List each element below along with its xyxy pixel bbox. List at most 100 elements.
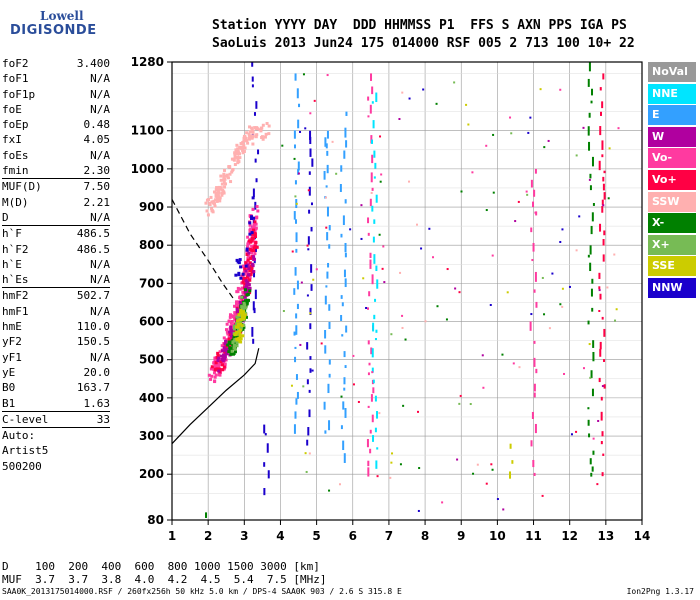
echo-streak-mark	[590, 225, 593, 235]
echo-streak-mark	[328, 225, 331, 231]
echo-point	[251, 135, 255, 139]
echo-point	[227, 319, 231, 323]
noise-point	[458, 402, 461, 405]
legend-item-nne: NNE	[648, 83, 696, 104]
echo-point	[232, 315, 236, 319]
noise-point	[460, 190, 463, 193]
echo-point	[246, 141, 250, 145]
echo-streak-mark	[341, 334, 344, 337]
echo-streak-mark	[369, 259, 372, 269]
echo-streak-mark	[344, 252, 347, 258]
echo-point	[205, 209, 209, 213]
echo-streak-mark	[369, 448, 372, 454]
echo-point	[239, 142, 243, 146]
echo-point	[242, 139, 246, 143]
y-tick-label: 200	[139, 467, 164, 481]
noise-point	[614, 319, 617, 322]
echo-streak-mark	[601, 206, 604, 213]
echo-point	[239, 311, 243, 315]
echo-point	[237, 307, 241, 311]
noise-point	[291, 250, 294, 253]
noise-point	[606, 286, 609, 289]
echo-point	[216, 196, 220, 200]
echo-point	[221, 188, 225, 192]
echo-streak-mark	[326, 164, 329, 174]
echo-streak-mark	[324, 295, 327, 305]
echo-point	[233, 163, 237, 167]
echo-point	[248, 130, 252, 134]
noise-point	[492, 191, 495, 194]
echo-streak-mark	[296, 391, 299, 399]
distance-row: D 100 200 400 600 800 1000 1500 3000 [km…	[2, 560, 320, 573]
echo-point	[253, 220, 257, 224]
param-value: N/A	[90, 102, 110, 116]
echo-point	[235, 290, 239, 294]
echo-point	[240, 145, 244, 149]
noise-point	[526, 193, 529, 196]
echo-streak-mark	[308, 389, 311, 393]
echo-point	[260, 126, 264, 130]
echo-point	[231, 168, 235, 172]
echo-streak-mark	[325, 185, 328, 188]
echo-point	[218, 350, 222, 354]
echo-point	[233, 155, 237, 159]
echo-point	[246, 235, 250, 239]
echo-point	[236, 325, 240, 329]
noise-point	[502, 508, 505, 511]
noise-point	[379, 180, 382, 183]
echo-streak-mark	[297, 169, 300, 175]
noise-point	[543, 146, 546, 149]
echo-streak-mark	[324, 137, 327, 147]
echo-point	[221, 349, 225, 353]
echo-streak-mark	[534, 423, 537, 434]
param-value: 4.05	[83, 133, 111, 147]
echo-point	[238, 319, 242, 323]
echo-point	[240, 295, 244, 299]
echo-point	[246, 292, 250, 296]
noise-point	[308, 452, 311, 455]
noise-point	[510, 132, 513, 135]
echo-point	[242, 325, 246, 329]
noise-point	[399, 271, 402, 274]
echo-streak-mark	[591, 278, 594, 284]
noise-point	[416, 223, 419, 226]
digisonde-logo: Lowell DIGISONDE	[0, 0, 110, 50]
noise-point	[302, 385, 305, 388]
echo-streak-mark	[342, 401, 345, 410]
echo-point	[250, 270, 254, 274]
echo-point	[245, 131, 249, 135]
echo-streak-mark	[370, 135, 373, 144]
header-labels-row: Station YYYY DAY DDD HHMMSS P1 FFS S AXN…	[212, 18, 627, 33]
echo-streak-mark	[323, 170, 326, 180]
echo-streak-mark	[599, 87, 602, 91]
echo-streak-mark	[511, 460, 514, 464]
echo-streak-mark	[255, 178, 258, 183]
echo-streak-mark	[309, 307, 312, 316]
echo-point	[224, 347, 228, 351]
echo-streak-mark	[532, 459, 535, 468]
param-value: N/A	[90, 350, 110, 364]
echo-streak-mark	[293, 211, 296, 220]
echo-point	[235, 313, 239, 317]
echo-point	[209, 377, 213, 381]
param-value: 33	[96, 412, 110, 426]
noise-point	[424, 320, 427, 323]
echo-streak-mark	[251, 326, 254, 337]
echo-point	[241, 334, 245, 338]
echo-streak-mark	[372, 322, 375, 332]
echo-point	[250, 238, 254, 242]
echo-point	[250, 262, 254, 266]
echo-streak-mark	[598, 309, 601, 312]
echo-point	[243, 288, 247, 292]
echo-point	[237, 152, 241, 156]
echo-streak-mark	[251, 84, 254, 88]
noise-point	[530, 313, 533, 316]
noise-point	[324, 196, 327, 199]
noise-point	[383, 281, 386, 284]
echo-point	[216, 359, 220, 363]
echo-point	[210, 365, 214, 369]
echo-streak-mark	[326, 232, 329, 241]
noise-point	[615, 308, 618, 311]
echo-point	[241, 265, 245, 269]
param-value: N/A	[90, 87, 110, 101]
